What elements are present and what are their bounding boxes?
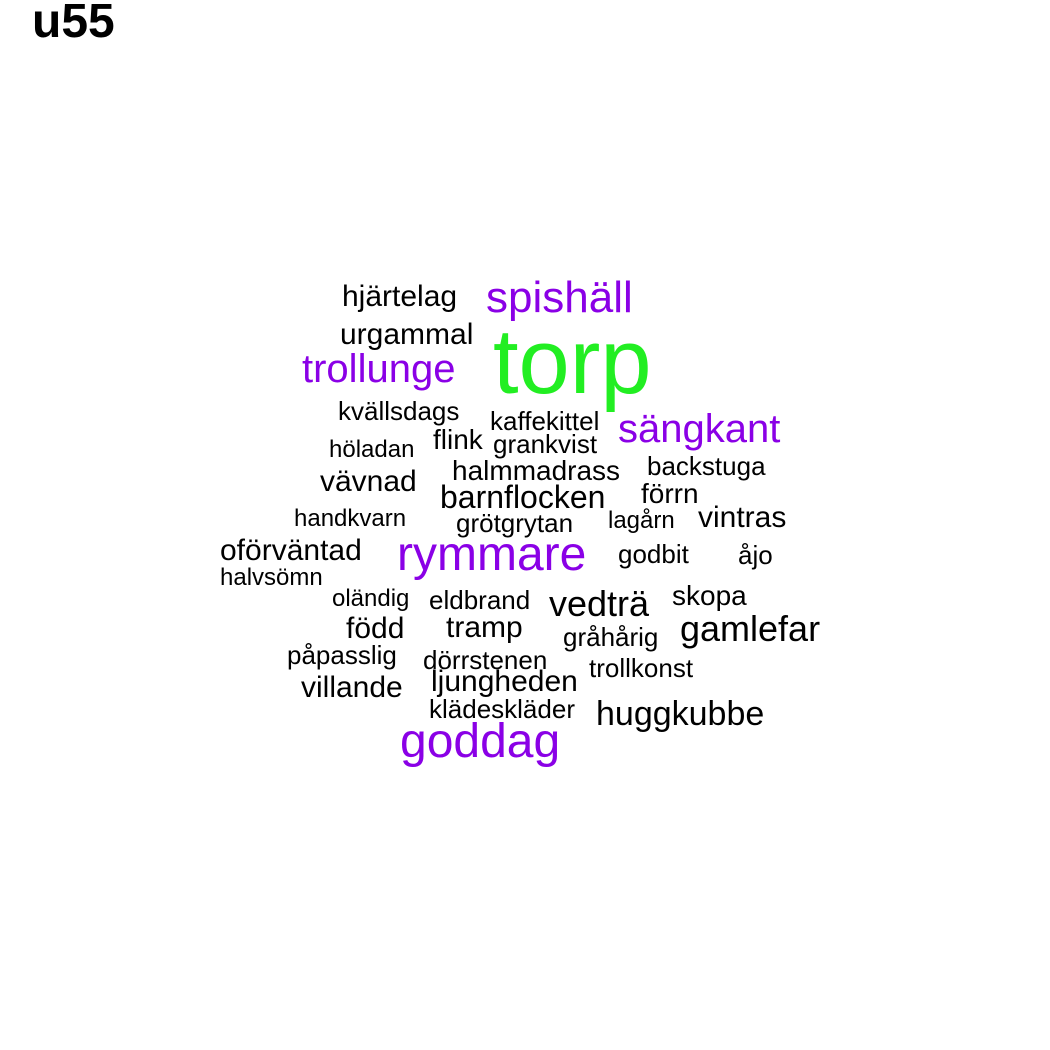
word-19: grötgrytan — [456, 508, 574, 538]
word-25: halvsömn — [220, 564, 323, 591]
word-4: rymmare — [397, 528, 587, 581]
word-7: urgammal — [340, 318, 474, 351]
word-31: tramp — [446, 611, 523, 644]
word-27: eldbrand — [429, 585, 531, 615]
word-38: ljungheden — [431, 665, 578, 698]
word-13: halmmadrass — [452, 455, 621, 486]
word-15: vävnad — [320, 465, 417, 498]
word-2: trollunge — [302, 347, 456, 391]
word-5: goddag — [400, 715, 561, 768]
page-title: u55 — [32, 0, 115, 48]
word-23: godbit — [618, 539, 689, 569]
word-26: oländig — [332, 585, 410, 612]
word-17: förrn — [641, 478, 699, 509]
word-12: grankvist — [493, 429, 598, 459]
word-18: handkvarn — [294, 505, 407, 532]
word-30: född — [346, 612, 405, 645]
word-40: huggkubbe — [596, 695, 765, 733]
word-28: vedträ — [549, 583, 650, 624]
word-6: hjärtelag — [342, 280, 458, 313]
word-33: gamlefar — [680, 608, 821, 649]
word-9: kaffekittel — [490, 406, 600, 436]
word-29: skopa — [672, 580, 747, 611]
word-8: kvällsdags — [338, 396, 460, 426]
word-11: flink — [433, 424, 483, 455]
word-34: påpasslig — [287, 640, 397, 670]
word-37: villande — [301, 671, 403, 704]
word-0: torp — [493, 311, 652, 413]
word-1: spishäll — [486, 273, 633, 322]
word-21: vintras — [698, 501, 787, 534]
word-3: sängkant — [618, 407, 781, 451]
word-20: lagårn — [608, 507, 675, 534]
word-39: klädeskläder — [429, 694, 575, 724]
word-14: backstuga — [647, 451, 766, 481]
word-22: oförväntad — [220, 534, 362, 567]
word-24: åjo — [738, 540, 773, 570]
word-35: dörrstenen — [423, 645, 548, 675]
word-10: höladan — [329, 436, 415, 463]
word-36: trollkonst — [589, 653, 694, 683]
word-32: gråhårig — [563, 622, 659, 652]
word-16: barnflocken — [440, 479, 606, 515]
